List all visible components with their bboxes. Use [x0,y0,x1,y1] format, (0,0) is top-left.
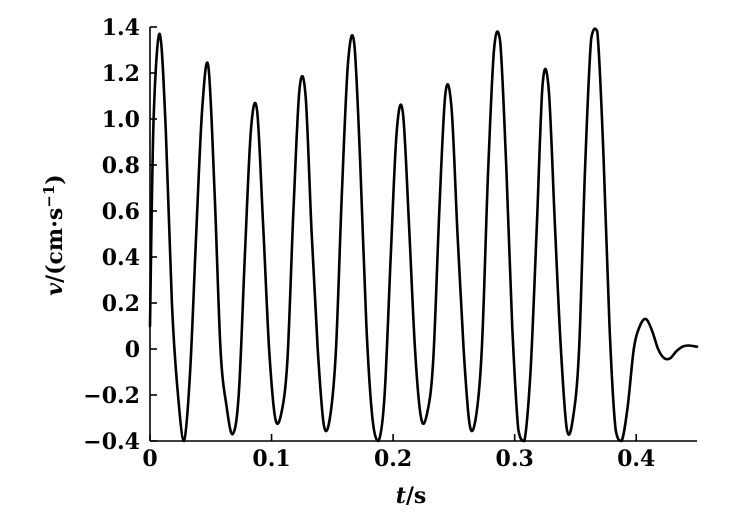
x-axis-label: t/s [396,483,427,509]
x-tick-label: 0.4 [617,446,655,472]
x-tick-label: 0.2 [374,446,412,472]
x-axis-label-unit: /s [406,483,426,509]
y-axis-label-unit-suffix: ) [42,174,68,184]
y-tick-label: 0.2 [102,291,140,317]
x-tick-label: 0.1 [252,446,290,472]
y-tick-label: 1.0 [102,107,140,133]
y-tick-label: 0.6 [102,199,140,225]
x-axis-label-var: t [396,483,406,509]
x-tick-label: 0 [142,446,157,472]
y-tick-label: 1.4 [102,15,140,41]
y-tick-label: 0 [125,337,140,363]
y-tick-label: −0.2 [83,383,140,409]
x-tick-label: 0.3 [496,446,534,472]
y-tick-label: 0.4 [102,245,140,271]
axes [149,27,697,442]
series-group [148,27,699,443]
y-tick-label: −0.4 [83,429,140,455]
y-tick-label: 1.2 [102,61,140,87]
y-axis-label-unit-prefix: /(cm·s [42,208,68,283]
velocity-series-line [148,27,699,443]
y-axis-label-var: v [42,283,68,296]
y-tick-label: 0.8 [102,153,140,179]
x-ticks: 0 0.1 0.2 0.3 0.4 [142,434,655,472]
y-axis-label-unit-exp: −1 [40,185,58,208]
y-ticks: −0.4 −0.2 0 0.2 0.4 0.6 0.8 1.0 1.2 1.4 [83,15,157,455]
y-axis-label: v/(cm·s−1) [40,174,68,295]
